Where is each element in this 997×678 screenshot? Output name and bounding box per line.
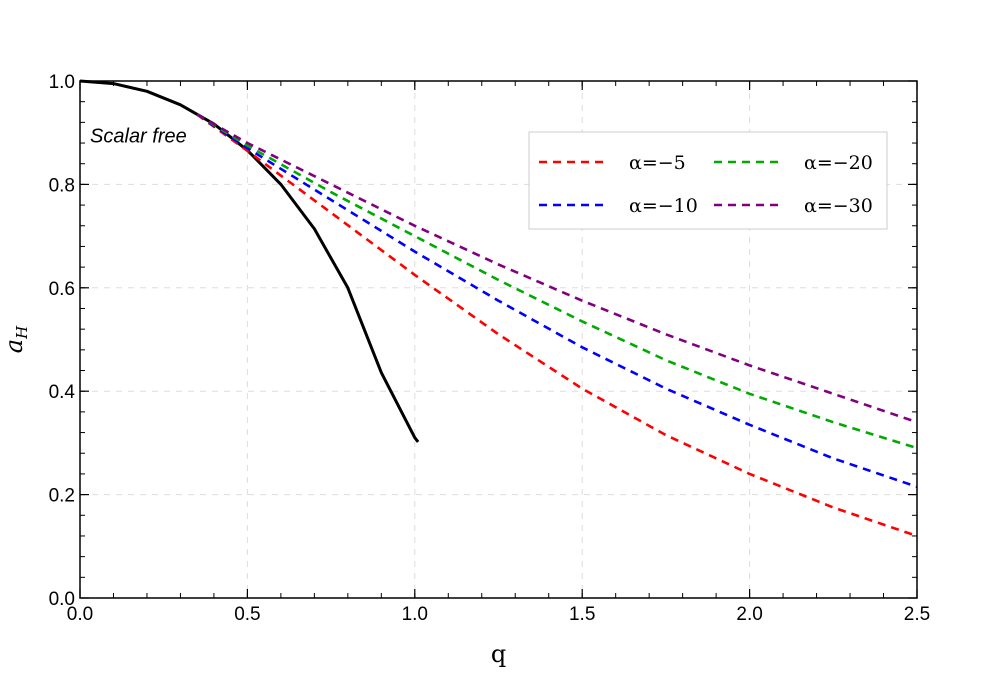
legend-label: α=−20 [804,152,873,174]
x-tick-label: 2.0 [736,604,762,625]
y-axis-title-main: a [0,339,28,353]
x-tick-label: 0.0 [67,604,93,625]
legend-box [528,131,888,230]
y-tick-label: 0.6 [49,279,75,300]
y-axis-title: aH [0,325,31,353]
scalar-free-annotation: Scalar free [90,125,187,147]
x-axis-title: q [491,640,506,668]
y-tick-label: 0.8 [49,175,75,196]
y-tick-label: 0.2 [49,486,75,507]
legend-label: α=−30 [804,195,873,217]
y-tick-label: 0.4 [49,382,76,403]
legend-label: α=−5 [629,152,686,174]
legend: α=−5 α=−10 α=−20 α=−30 [528,131,888,230]
series-line-2 [196,113,918,538]
x-tick-label: 0.5 [234,604,260,625]
plot-frame [79,80,918,599]
y-tick-label: 1.0 [49,72,75,93]
series-lines [79,79,918,538]
y-axis-title-subscript: H [13,325,31,340]
series-line-5 [196,113,918,424]
series-line-4 [196,113,918,450]
series-line-3 [196,113,918,489]
legend-label: α=−10 [629,195,698,217]
x-tick-label: 1.0 [402,604,428,625]
series-line-1 [79,79,420,443]
y-tick-label: 0.0 [49,589,75,610]
x-tick-label: 1.5 [569,604,595,625]
axis-ticks: 0.0 0.5 1.0 1.5 2.0 2.5 0.0 0.2 0.4 0.6 0.8 1.0 [49,72,931,625]
x-tick-label: 2.5 [904,604,930,625]
